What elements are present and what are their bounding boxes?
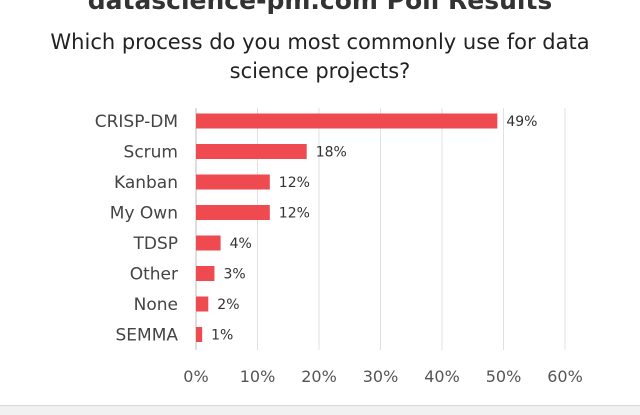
x-tick-label: 50% [486, 367, 522, 386]
category-label: Scrum [124, 143, 178, 163]
category-label: TDSP [132, 234, 178, 254]
chart-title: datascience-pm.com Poll Results [87, 0, 553, 15]
bar [196, 266, 215, 281]
category-label: Other [130, 265, 178, 285]
x-tick-label: 60% [547, 367, 583, 386]
data-label: 2% [217, 297, 239, 313]
category-label: None [134, 295, 178, 315]
bar [196, 235, 221, 251]
bar [196, 205, 270, 220]
bar [196, 327, 203, 342]
x-tick-label: 0% [183, 367, 208, 386]
data-label: 3% [223, 267, 245, 283]
category-label: CRISP-DM [95, 112, 178, 132]
chart-subtitle: Which process do you most commonly use f… [50, 30, 590, 83]
category-label: My Own [110, 204, 178, 224]
x-tick-label: 20% [301, 367, 337, 386]
bottom-divider [0, 405, 640, 415]
x-tick-label: 40% [424, 367, 460, 386]
data-label: 12% [279, 206, 310, 222]
bar [196, 144, 307, 159]
data-label: 49% [506, 114, 537, 130]
data-label: 12% [279, 175, 310, 191]
x-tick-label: 10% [240, 367, 276, 386]
data-label: 1% [211, 328, 233, 344]
category-label: Kanban [114, 173, 178, 193]
data-label: 18% [316, 145, 347, 161]
bar [196, 174, 270, 190]
bar [196, 113, 498, 129]
bar [196, 296, 209, 312]
x-tick-label: 30% [363, 367, 399, 386]
data-label: 4% [230, 236, 252, 252]
category-label: SEMMA [116, 326, 179, 346]
